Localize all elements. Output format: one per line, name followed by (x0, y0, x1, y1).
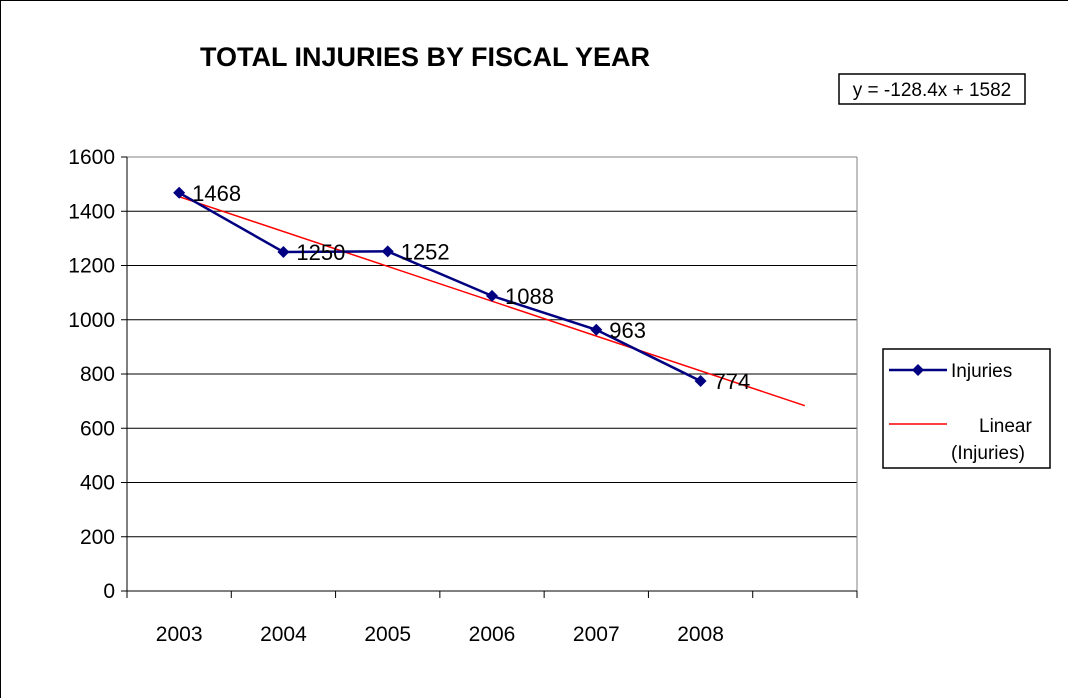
y-tick-label: 1000 (68, 309, 115, 332)
legend-series-marker (912, 364, 924, 376)
data-point-marker (381, 245, 394, 258)
y-tick-label: 400 (80, 472, 115, 495)
data-label: 963 (609, 318, 646, 343)
series-line-injuries (178, 191, 702, 383)
legend-label-injuries: Injuries (951, 361, 1012, 382)
y-tick-label: 1200 (68, 255, 115, 278)
data-label: 1252 (401, 239, 450, 264)
data-label: 1468 (192, 181, 241, 206)
x-tick-label: 2007 (573, 623, 620, 646)
data-point-marker (277, 245, 290, 258)
data-label: 774 (714, 369, 751, 394)
y-tick-label: 1600 (68, 146, 115, 169)
legend: Injuries Linear (Injuries) (882, 348, 1051, 469)
x-tick-label: 2005 (364, 623, 411, 646)
x-tick-label: 2008 (677, 623, 724, 646)
data-point-marker (694, 375, 707, 388)
y-tick-label: 200 (80, 526, 115, 549)
data-point-marker (173, 186, 186, 199)
plot-area: 0 200 400 600 800 1000 1200 1400 1600 2003 2004 200… (68, 146, 858, 646)
y-tick-label: 0 (103, 580, 115, 603)
legend-label-linear-injuries: (Injuries) (951, 443, 1025, 464)
x-tick-label: 2003 (156, 623, 203, 646)
data-point-marker (590, 323, 603, 336)
data-label: 1250 (296, 240, 345, 265)
trendline-equation: y = -128.4x + 1582 (853, 80, 1011, 101)
data-point-marker (486, 289, 498, 302)
trendline-equation-box: y = -128.4x + 1582 (838, 73, 1026, 105)
x-tick-label: 2004 (260, 623, 307, 646)
data-label: 1088 (505, 284, 554, 309)
y-tick-label: 800 (80, 363, 115, 386)
y-tick-label: 1400 (68, 200, 115, 223)
equation-box-border (838, 73, 1026, 105)
legend-label-linear: Linear (979, 416, 1032, 437)
y-tick-label: 600 (80, 417, 115, 440)
x-tick-label: 2006 (469, 623, 516, 646)
chart-title: TOTAL INJURIES BY FISCAL YEAR (200, 42, 650, 72)
